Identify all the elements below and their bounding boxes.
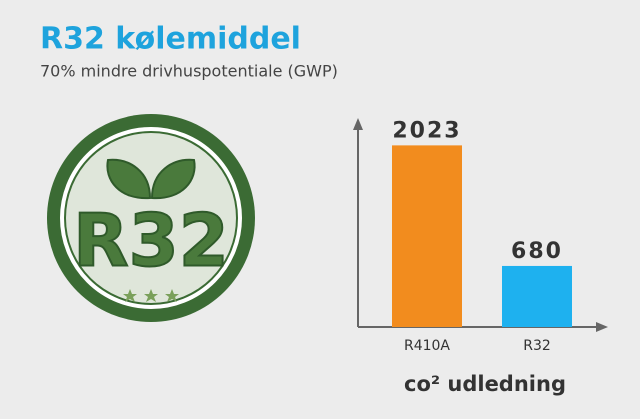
leaf [106, 158, 152, 200]
badge: R32 [47, 114, 255, 322]
leaf [150, 158, 196, 200]
subtitle: 70% mindre drivhuspotentiale (GWP) [40, 62, 338, 81]
badge-ring [60, 127, 242, 309]
value-label: 2023 [392, 118, 461, 143]
x-axis-label: co² udledning [404, 372, 566, 396]
stars [123, 289, 179, 302]
value-label: 680 [511, 239, 563, 264]
x-tick-label: R32 [523, 338, 551, 354]
bar [502, 265, 572, 327]
badge-text: R32 [73, 199, 229, 283]
x-tick-label: R410A [404, 338, 450, 354]
bar [392, 145, 462, 327]
title: R32 kølemiddel [40, 22, 301, 57]
